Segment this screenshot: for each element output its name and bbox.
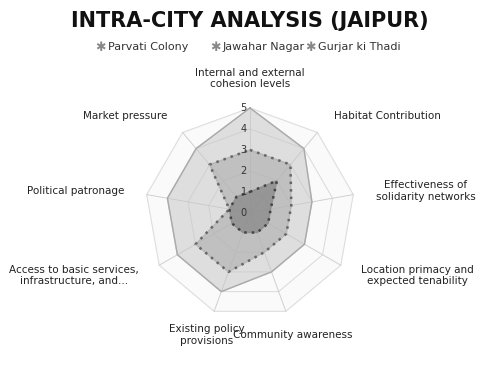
Text: Political patronage: Political patronage — [26, 186, 124, 196]
Text: Parvati Colony: Parvati Colony — [108, 43, 188, 52]
Text: 5: 5 — [240, 103, 247, 113]
Text: Existing policy
provisions: Existing policy provisions — [169, 325, 245, 346]
Polygon shape — [147, 108, 353, 311]
Text: INTRA-CITY ANALYSIS (JAIPUR): INTRA-CITY ANALYSIS (JAIPUR) — [71, 11, 429, 32]
Text: Location primacy and
expected tenability: Location primacy and expected tenability — [361, 265, 474, 287]
Text: 3: 3 — [240, 145, 247, 155]
Text: Internal and external
cohesion levels: Internal and external cohesion levels — [195, 68, 305, 89]
Text: 2: 2 — [240, 166, 247, 176]
Polygon shape — [168, 108, 312, 291]
Text: Market pressure: Market pressure — [82, 111, 167, 122]
Text: 1: 1 — [240, 187, 247, 197]
Text: 4: 4 — [240, 124, 247, 134]
Text: Habitat Contribution: Habitat Contribution — [334, 111, 441, 122]
Text: Effectiveness of
solidarity networks: Effectiveness of solidarity networks — [376, 180, 476, 202]
Text: ✱: ✱ — [210, 41, 220, 54]
Text: Jawahar Nagar: Jawahar Nagar — [222, 43, 304, 52]
Polygon shape — [196, 150, 292, 272]
Text: Community awareness: Community awareness — [234, 330, 353, 340]
Text: Access to basic services,
infrastructure, and...: Access to basic services, infrastructure… — [9, 265, 139, 287]
Text: 0: 0 — [240, 208, 247, 218]
Text: Gurjar ki Thadi: Gurjar ki Thadi — [318, 43, 400, 52]
Text: ✱: ✱ — [95, 41, 105, 54]
Text: ✱: ✱ — [305, 41, 316, 54]
Polygon shape — [230, 180, 277, 233]
